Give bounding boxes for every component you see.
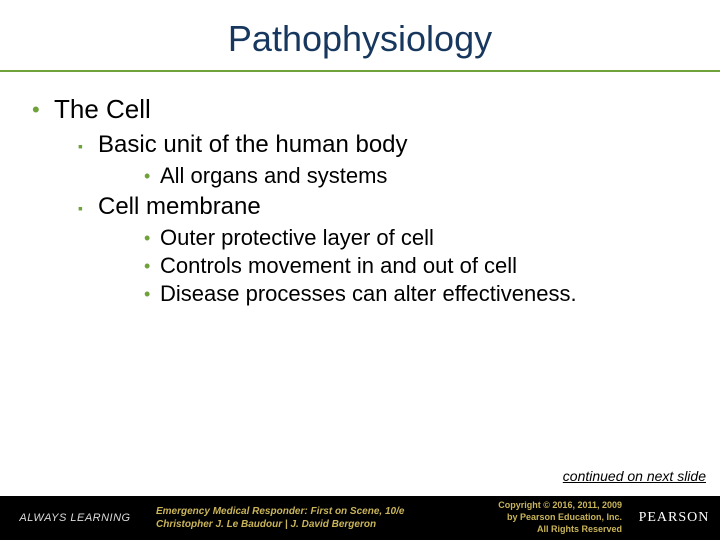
book-info: Emergency Medical Responder: First on Sc…: [150, 505, 428, 531]
copyright-line: All Rights Reserved: [428, 524, 622, 536]
content-area: The Cell Basic unit of the human body Al…: [0, 72, 720, 307]
copyright-block: Copyright © 2016, 2011, 2009 by Pearson …: [428, 500, 628, 535]
bullet-l3: Disease processes can alter effectivenes…: [98, 281, 700, 307]
bullet-l2: Basic unit of the human body All organs …: [54, 131, 700, 189]
footer-bar: ALWAYS LEARNING Emergency Medical Respon…: [0, 496, 720, 540]
book-authors: Christopher J. Le Baudour | J. David Ber…: [156, 518, 428, 531]
bullet-l1: The Cell Basic unit of the human body Al…: [30, 94, 700, 307]
bullet-text: Controls movement in and out of cell: [160, 253, 517, 278]
bullet-l3: Controls movement in and out of cell: [98, 253, 700, 279]
bullet-text: Disease processes can alter effectivenes…: [160, 281, 577, 306]
bullet-text: All organs and systems: [160, 163, 387, 188]
pearson-logo: PEARSON: [628, 496, 720, 540]
bullet-text: The Cell: [54, 94, 151, 124]
bullet-l3: All organs and systems: [98, 163, 700, 189]
slide-title: Pathophysiology: [0, 0, 720, 70]
bullet-l2: Cell membrane Outer protective layer of …: [54, 193, 700, 307]
bullet-l3: Outer protective layer of cell: [98, 225, 700, 251]
always-learning-badge: ALWAYS LEARNING: [0, 496, 150, 540]
continued-note: continued on next slide: [563, 468, 706, 484]
bullet-text: Cell membrane: [98, 193, 261, 220]
book-title: Emergency Medical Responder: First on Sc…: [156, 505, 428, 518]
bullet-text: Basic unit of the human body: [98, 131, 408, 158]
copyright-line: by Pearson Education, Inc.: [428, 512, 622, 524]
bullet-text: Outer protective layer of cell: [160, 225, 434, 250]
copyright-line: Copyright © 2016, 2011, 2009: [428, 500, 622, 512]
